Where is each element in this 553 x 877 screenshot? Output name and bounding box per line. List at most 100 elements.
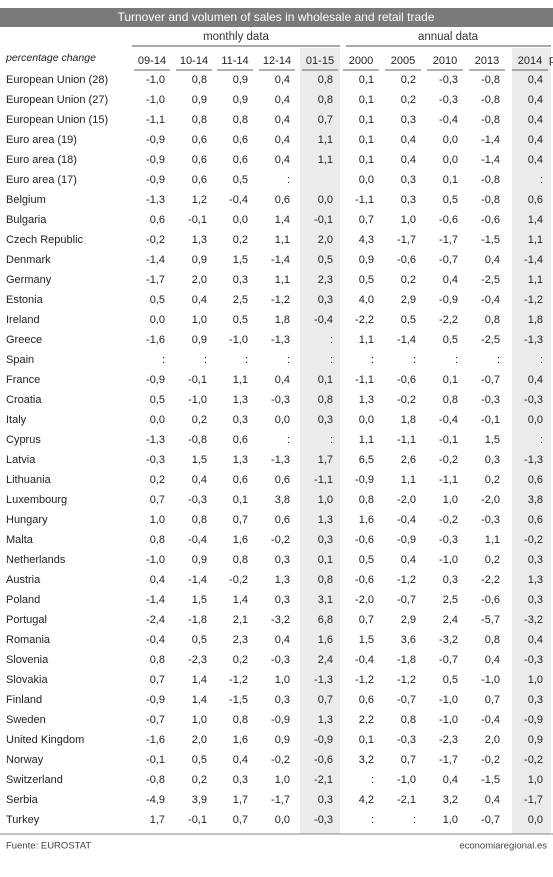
cell: 1,3 bbox=[233, 394, 248, 406]
cell: -2,2 bbox=[355, 314, 374, 326]
cell: 0,3 bbox=[318, 414, 333, 426]
cell: -1,6 bbox=[146, 334, 165, 346]
cell: -0,4 bbox=[355, 654, 374, 666]
column-header: 09-14 bbox=[138, 55, 166, 67]
cell: 1,0 bbox=[528, 674, 543, 686]
cell: 0,6 bbox=[528, 514, 543, 526]
cell: 0,3 bbox=[318, 534, 333, 546]
group-header: annual data bbox=[418, 31, 479, 43]
cell: -1,7 bbox=[397, 234, 416, 246]
cell: -0,1 bbox=[188, 374, 207, 386]
cell: -1,1 bbox=[439, 474, 458, 486]
cell: : bbox=[287, 354, 290, 366]
cell: 1,1 bbox=[485, 534, 500, 546]
cell: 3,2 bbox=[359, 754, 374, 766]
cell: -0,7 bbox=[397, 694, 416, 706]
cell: 1,0 bbox=[443, 494, 458, 506]
cell: 0,3 bbox=[443, 574, 458, 586]
cell: 0,2 bbox=[192, 774, 207, 786]
cell: 0,2 bbox=[401, 94, 416, 106]
cell: -0,3 bbox=[271, 394, 290, 406]
column-header: 2010 bbox=[433, 55, 457, 67]
cell: -0,3 bbox=[397, 734, 416, 746]
cell: -0,2 bbox=[229, 574, 248, 586]
cell: 0,3 bbox=[528, 594, 543, 606]
cell: -1,0 bbox=[397, 774, 416, 786]
cell: -1,4 bbox=[146, 254, 165, 266]
cell: -0,4 bbox=[481, 294, 500, 306]
cell: 1,1 bbox=[275, 234, 290, 246]
column-header: 2000 bbox=[349, 55, 373, 67]
cell: -0,8 bbox=[188, 434, 207, 446]
cell: -1,1 bbox=[355, 194, 374, 206]
cell: 1,1 bbox=[528, 274, 543, 286]
cell: 1,6 bbox=[318, 634, 333, 646]
cell: 0,3 bbox=[233, 414, 248, 426]
cell: : bbox=[204, 354, 207, 366]
cell: 1,3 bbox=[192, 234, 207, 246]
cell: 0,5 bbox=[192, 754, 207, 766]
cell: 0,4 bbox=[528, 94, 543, 106]
cell: -0,1 bbox=[481, 414, 500, 426]
cell: : bbox=[413, 354, 416, 366]
cell: -0,1 bbox=[439, 434, 458, 446]
cell: -2,0 bbox=[355, 594, 374, 606]
cell: -1,8 bbox=[188, 614, 207, 626]
cell: -0,8 bbox=[481, 74, 500, 86]
cell: 0,3 bbox=[233, 274, 248, 286]
cell: -2,2 bbox=[439, 314, 458, 326]
cell: 0,5 bbox=[401, 314, 416, 326]
cell: 0,9 bbox=[233, 94, 248, 106]
row-label: Latvia bbox=[6, 454, 36, 466]
cell: -0,3 bbox=[481, 394, 500, 406]
cell: : bbox=[540, 434, 543, 446]
cell: -1,3 bbox=[524, 334, 543, 346]
row-label: Austria bbox=[6, 574, 41, 586]
cell: 1,1 bbox=[318, 154, 333, 166]
row-label: Greece bbox=[6, 334, 42, 346]
cell: 0,1 bbox=[233, 494, 248, 506]
cell: 0,4 bbox=[275, 634, 290, 646]
cell: 0,7 bbox=[150, 674, 165, 686]
row-label: Sweden bbox=[6, 714, 46, 726]
cell: -2,5 bbox=[481, 274, 500, 286]
row-label: European Union (27) bbox=[6, 94, 108, 106]
row-label: Italy bbox=[6, 414, 27, 426]
cut-note: p bbox=[549, 54, 553, 66]
cell: 1,5 bbox=[233, 254, 248, 266]
cell: -0,9 bbox=[146, 374, 165, 386]
cell: -0,4 bbox=[439, 414, 458, 426]
cell: 0,8 bbox=[318, 74, 333, 86]
cell: 2,4 bbox=[318, 654, 333, 666]
title: Turnover and volumen of sales in wholesa… bbox=[117, 10, 434, 24]
cell: : bbox=[287, 174, 290, 186]
cell: 0,1 bbox=[443, 374, 458, 386]
cell: -0,3 bbox=[314, 814, 333, 826]
cell: 0,0 bbox=[150, 414, 165, 426]
cell: -2,0 bbox=[481, 494, 500, 506]
cell: -0,1 bbox=[146, 754, 165, 766]
cell: 0,4 bbox=[528, 114, 543, 126]
cell: 0,5 bbox=[150, 294, 165, 306]
cell: -1,3 bbox=[524, 454, 543, 466]
row-label: Czech Republic bbox=[6, 234, 84, 246]
cell: -0,6 bbox=[397, 254, 416, 266]
cell: 0,2 bbox=[401, 74, 416, 86]
cell: 0,4 bbox=[485, 254, 500, 266]
cell: -0,3 bbox=[524, 394, 543, 406]
cell: -0,8 bbox=[146, 774, 165, 786]
cell: 6,8 bbox=[318, 614, 333, 626]
cell: -0,3 bbox=[439, 94, 458, 106]
row-label: Euro area (18) bbox=[6, 154, 77, 166]
cell: 0,3 bbox=[401, 174, 416, 186]
cell: : bbox=[330, 434, 333, 446]
cell: 1,0 bbox=[192, 714, 207, 726]
cell: 0,4 bbox=[275, 114, 290, 126]
cell: -1,0 bbox=[481, 674, 500, 686]
cell: -1,1 bbox=[397, 434, 416, 446]
cell: -0,2 bbox=[439, 514, 458, 526]
cell: 0,8 bbox=[443, 394, 458, 406]
cell: 0,2 bbox=[485, 474, 500, 486]
cell: 0,7 bbox=[318, 114, 333, 126]
group-header: monthly data bbox=[203, 31, 269, 43]
